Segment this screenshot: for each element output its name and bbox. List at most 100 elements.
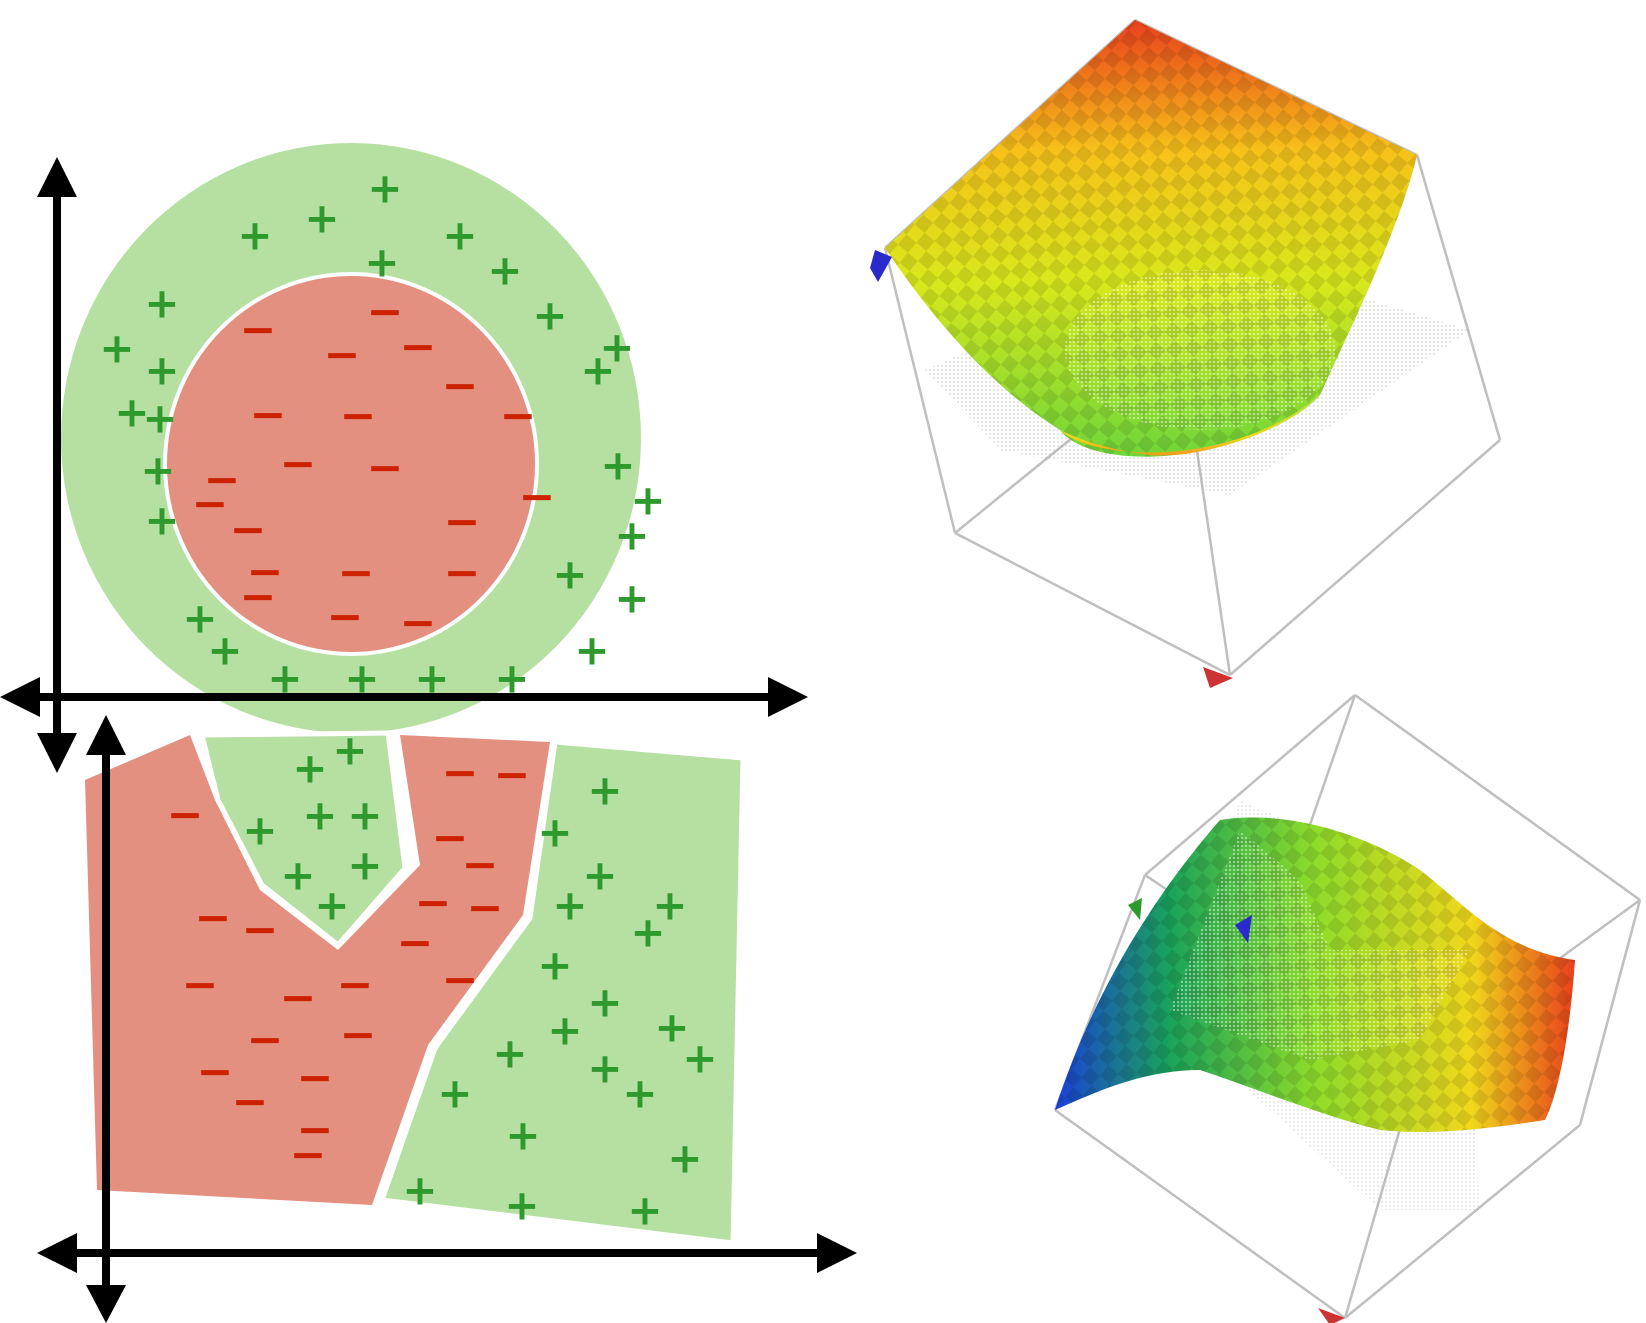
paraboloid-surface-plot	[870, 18, 1502, 688]
positive-sample-mark: +	[332, 726, 367, 775]
positive-sample-mark: +	[304, 194, 339, 243]
positive-sample-mark: +	[242, 806, 277, 855]
arrowhead-left-icon	[37, 1233, 77, 1273]
negative-sample-mark: −	[247, 547, 284, 598]
positive-sample-mark: +	[537, 941, 572, 990]
positive-sample-mark: +	[682, 1034, 717, 1083]
negative-sample-mark: −	[432, 813, 469, 864]
negative-sample-mark: −	[204, 455, 241, 506]
negative-sample-mark: −	[367, 443, 404, 494]
plot-marks: ++++++++++++++++++++++++++++−−−−−−−−−−−−…	[99, 164, 665, 703]
positive-sample-mark: +	[140, 446, 175, 495]
positive-sample-mark: +	[99, 324, 134, 373]
positive-right-region	[378, 739, 746, 1246]
plot-marks: ++++++++++++++++++++++++++++−−−−−−−−−−−−…	[167, 726, 718, 1235]
x-axis	[0, 677, 808, 717]
negative-sample-mark: −	[500, 391, 537, 442]
positive-sample-mark: +	[144, 279, 179, 328]
negative-sample-mark: −	[444, 548, 481, 599]
positive-sample-mark: +	[237, 211, 272, 260]
negative-sample-mark: −	[232, 1077, 269, 1128]
positive-sample-mark: +	[344, 654, 379, 703]
positive-sample-mark: +	[302, 791, 337, 840]
positive-sample-mark: +	[587, 766, 622, 815]
negative-sample-mark: −	[297, 1105, 334, 1156]
positive-sample-mark: +	[587, 978, 622, 1027]
negative-sample-mark: −	[397, 918, 434, 969]
y-axis	[37, 157, 77, 773]
positive-sample-mark: +	[622, 1069, 657, 1118]
negative-sample-mark: −	[192, 479, 229, 530]
positive-sample-mark: +	[582, 851, 617, 900]
positive-notch-region	[198, 730, 408, 949]
negative-sample-mark: −	[400, 598, 437, 649]
negative-sample-mark: −	[167, 790, 204, 841]
arrowhead-down-icon	[86, 1285, 126, 1323]
positive-sample-mark: +	[207, 626, 242, 675]
negative-region	[85, 735, 550, 1205]
arrowhead-right-icon	[817, 1233, 857, 1273]
negative-sample-mark: −	[442, 748, 479, 799]
negative-sample-mark: −	[280, 439, 317, 490]
positive-sample-mark: +	[547, 1006, 582, 1055]
negative-sample-mark: −	[297, 1053, 334, 1104]
arrowhead-up-icon	[37, 157, 77, 197]
piecewise-decision-boundary-plot: +++ ++ ++++ ++ ++++++++ + ++ ++ ++ + +− −− −−− −− − −− −…	[37, 715, 857, 1323]
negative-sample-mark: −	[280, 973, 317, 1024]
positive-sample-mark: +	[347, 841, 382, 890]
negative-sample-mark: −	[240, 305, 277, 356]
negative-sample-mark: −	[242, 905, 279, 956]
positive-sample-mark: +	[142, 394, 177, 443]
circular-decision-boundary-plot: +++ ++ ++ +++ + +++++++ ++ +++ ++ + + +−− − −−− − −− −− −…	[0, 143, 808, 773]
positive-sample-mark: +	[347, 791, 382, 840]
positive-sample-mark: +	[402, 1166, 437, 1215]
negative-sample-mark: −	[494, 750, 531, 801]
negative-sample-mark: −	[340, 391, 377, 442]
axis-marker-icon	[1203, 667, 1233, 688]
negative-sample-mark: −	[367, 287, 404, 338]
positive-sample-mark: +	[437, 1069, 472, 1118]
positive-sample-mark: +	[652, 881, 687, 930]
y-axis	[86, 715, 126, 1323]
positive-sample-mark: +	[614, 574, 649, 623]
negative-sample-mark: −	[230, 505, 267, 556]
saddle-surface-plot	[1053, 693, 1642, 1323]
positive-sample-mark: +	[280, 851, 315, 900]
negative-sample-mark: −	[327, 592, 364, 643]
positive-sample-mark: +	[574, 626, 609, 675]
negative-sample-mark: −	[197, 1047, 234, 1098]
negative-sample-mark: −	[442, 361, 479, 412]
positive-sample-mark: +	[492, 1029, 527, 1078]
negative-sample-mark: −	[182, 960, 219, 1011]
negative-sample-mark: −	[247, 1015, 284, 1066]
positive-sample-mark: +	[587, 1044, 622, 1093]
positive-sample-mark: +	[114, 388, 149, 437]
negative-sample-mark: −	[250, 390, 287, 441]
positive-sample-mark: +	[667, 1134, 702, 1183]
positive-sample-mark: +	[144, 346, 179, 395]
negative-sample-mark: −	[340, 1010, 377, 1061]
positive-sample-mark: +	[630, 908, 665, 957]
positive-sample-mark: +	[144, 496, 179, 545]
positive-sample-mark: +	[364, 238, 399, 287]
saddle-surface	[1055, 817, 1575, 1132]
positive-sample-mark: +	[182, 594, 217, 643]
positive-sample-mark: +	[552, 550, 587, 599]
positive-sample-mark: +	[505, 1111, 540, 1160]
negative-sample-mark: −	[444, 497, 481, 548]
positive-sample-mark: +	[267, 654, 302, 703]
negative-disc-region	[163, 272, 539, 656]
negative-sample-mark: −	[400, 322, 437, 373]
x-axis	[37, 1233, 857, 1273]
positive-sample-mark: +	[580, 346, 615, 395]
arrowhead-right-icon	[768, 677, 808, 717]
negative-sample-mark: −	[324, 330, 361, 381]
positive-sample-mark: +	[537, 808, 572, 857]
positive-sample-mark: +	[600, 441, 635, 490]
negative-sample-mark: −	[195, 893, 232, 944]
positive-sample-mark: +	[614, 511, 649, 560]
positive-sample-mark: +	[414, 654, 449, 703]
negative-sample-mark: −	[462, 840, 499, 891]
positive-sample-mark: +	[627, 1186, 662, 1235]
